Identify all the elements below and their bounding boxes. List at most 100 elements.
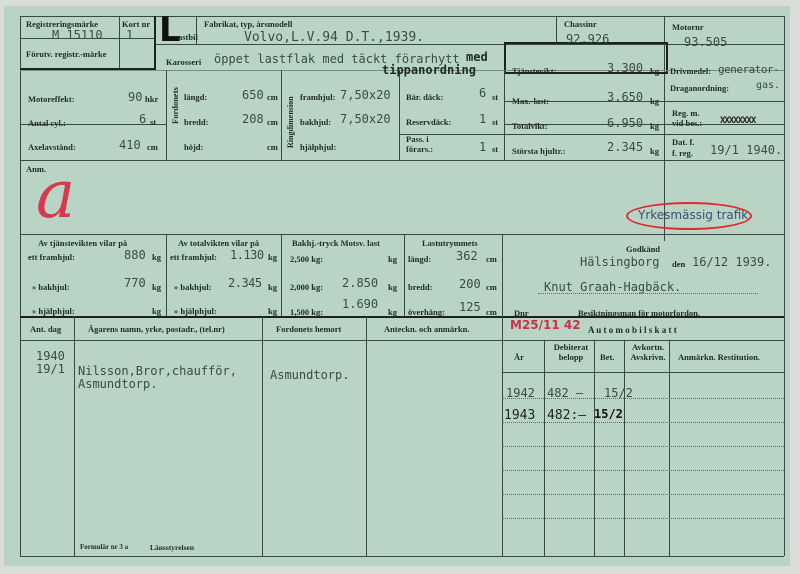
tax-col-ar: År <box>514 352 524 362</box>
unit-kg: kg <box>388 282 397 292</box>
chassi-value: 92.926 <box>566 32 610 46</box>
godkand-place: Hälsingborg <box>580 255 660 269</box>
den-label: den <box>672 259 686 269</box>
totalvikt-value: 6.950 <box>607 116 644 130</box>
tot-fram-label: ett framhjul: <box>170 252 217 262</box>
bar-dack-value: 6 <box>479 86 487 100</box>
tot-head: Av totalvikten vilar på <box>178 238 260 248</box>
draganordning-label: Draganordning: <box>670 83 730 93</box>
besiktningsman-label: Besiktningsman för motorfordon. <box>578 308 700 318</box>
vidbes-label: vid bes.: <box>672 118 703 128</box>
motor-label: Motornr <box>672 22 704 32</box>
tax-year: 1943 <box>504 408 536 423</box>
tot-bak-value: 2.345 <box>228 276 262 290</box>
cyl-value: 6 <box>139 112 147 126</box>
last-head: Lastutrymmets <box>422 238 478 248</box>
dnr-label: Dnr <box>514 308 529 318</box>
unit-kg: kg <box>268 282 277 292</box>
tax-col-anmarkn: Anmärkn. Restitution. <box>678 352 760 362</box>
l-bredd-label: bredd: <box>408 282 433 292</box>
l-bredd-value: 200 <box>459 277 481 291</box>
red-circle-annotation <box>626 202 752 230</box>
p1500-label: 1,500 kg: <box>290 307 324 317</box>
tax-amount: 482 — <box>547 386 584 400</box>
unit-cm: cm <box>147 142 158 152</box>
dat-value: 19/1 1940. <box>710 143 783 157</box>
row-owner-2: Asmundtorp. <box>78 377 158 391</box>
col-hemort: Fordonets hemort <box>276 324 342 334</box>
tot-bak-label: » bakhjul: <box>174 282 212 292</box>
drivmedel-value-2: gas. <box>756 80 781 91</box>
fabrikat-value: Volvo,L.V.94 D.T.,1939. <box>244 30 425 45</box>
karosseri-value: öppet lastflak med täckt förarhytt <box>214 52 460 66</box>
reservdack-value: 1 <box>479 112 487 126</box>
reg-value: M 15110 <box>52 28 103 42</box>
tax-col-avkortn: Avkortn. Avskrivn. <box>630 342 666 362</box>
hjultryck-label: Största hjultr.: <box>512 146 566 156</box>
karosseri-value-2: med <box>466 50 488 64</box>
tj-fram-label: ett framhjul: <box>28 252 75 262</box>
unit-kg: kg <box>650 96 659 106</box>
ringdimension-label: Ringdimension <box>286 96 295 148</box>
row-date: 19/1 <box>36 362 65 376</box>
tax-year: 1942 <box>506 386 535 400</box>
langd-value: 650 <box>242 88 264 102</box>
godkand-label: Godkänd <box>626 244 661 254</box>
red-tax-stamp: M25/11 42 <box>510 318 581 332</box>
tot-hjalp-label: » hjälphjul: <box>174 306 217 316</box>
regm-label: Reg. m. <box>672 108 700 118</box>
yrkesmassig-trafik-stamp: Yrkesmässig trafik <box>638 208 749 222</box>
karosseri-value-3: tippanordning <box>382 63 476 77</box>
bakhjul-label: bakhjul: <box>300 117 332 127</box>
drivmedel-value: generator- <box>718 63 780 76</box>
fabrikat-label: Fabrikat, typ, årsmodell <box>204 19 293 29</box>
unit-cm: cm <box>486 307 497 317</box>
dat-label: Dat. f. <box>672 137 695 147</box>
kort-label: Kort nr <box>122 19 151 29</box>
unit-kg: kg <box>152 252 161 262</box>
cyl-label: Antal cyl.: <box>28 118 66 128</box>
langd-label: längd: <box>184 92 208 102</box>
unit-cm: cm <box>486 254 497 264</box>
unit-st: st <box>150 117 157 127</box>
tax-col-bet: Bet. <box>600 352 615 362</box>
row-hemort: Asmundtorp. <box>270 368 350 382</box>
tj-bak-value: 770 <box>124 276 146 290</box>
axel-value: 410 <box>119 138 141 152</box>
hjalphjul-label: hjälphjul: <box>300 142 337 152</box>
issuer: Länsstyrelsen <box>150 543 195 552</box>
unit-hkr: hkr <box>145 94 159 104</box>
kort-value: 1 <box>126 28 134 42</box>
form-number: Formulär nr 3 a <box>80 543 129 551</box>
unit-cm: cm <box>267 92 278 102</box>
pass-label: Pass. i <box>406 134 429 144</box>
tot-fram-value: 1.130 <box>230 248 264 262</box>
forutv-label: Förutv. registr.-märke <box>26 49 107 59</box>
inspector-name: Knut Graah-Hagbäck. <box>544 280 682 294</box>
bredd-label: bredd: <box>184 117 209 127</box>
tax-title: A u t o m o b i l s k a t t <box>588 325 677 335</box>
row-owner-1: Nilsson,Bror,chaufför, <box>78 364 237 378</box>
unit-kg: kg <box>268 252 277 262</box>
chassi-label: Chassinr <box>564 19 597 29</box>
unit-kg: kg <box>268 306 277 316</box>
drivmedel-label: Drivmedel: <box>670 66 712 76</box>
maxlast-value: 3.650 <box>607 90 644 104</box>
col-ant-dag: Ant. dag <box>30 324 62 334</box>
motoreffekt-value: 90 <box>128 90 143 104</box>
anm-label: Anm. <box>26 164 47 174</box>
bakhj-head: Bakhj.-tryck Motsv. last <box>292 238 380 248</box>
red-handwritten-mark: a <box>36 156 76 233</box>
motor-value: 93.505 <box>684 35 728 49</box>
unit-kg: kg <box>152 282 161 292</box>
row-year: 1940 <box>36 349 65 363</box>
l-langd-value: 362 <box>456 249 478 263</box>
axel-label: Axelavstånd: <box>28 142 76 152</box>
bakhjul-value: 7,50x20 <box>340 112 391 126</box>
reg-label: Registreringsmärke <box>26 19 99 29</box>
unit-st: st <box>492 92 499 102</box>
bar-dack-label: Bär. däck: <box>406 92 444 102</box>
tj-head: Av tjänstevikten vilar på <box>38 238 128 248</box>
col-anteckn: Anteckn. och anmärkn. <box>384 324 470 334</box>
unit-kg: kg <box>650 146 659 156</box>
